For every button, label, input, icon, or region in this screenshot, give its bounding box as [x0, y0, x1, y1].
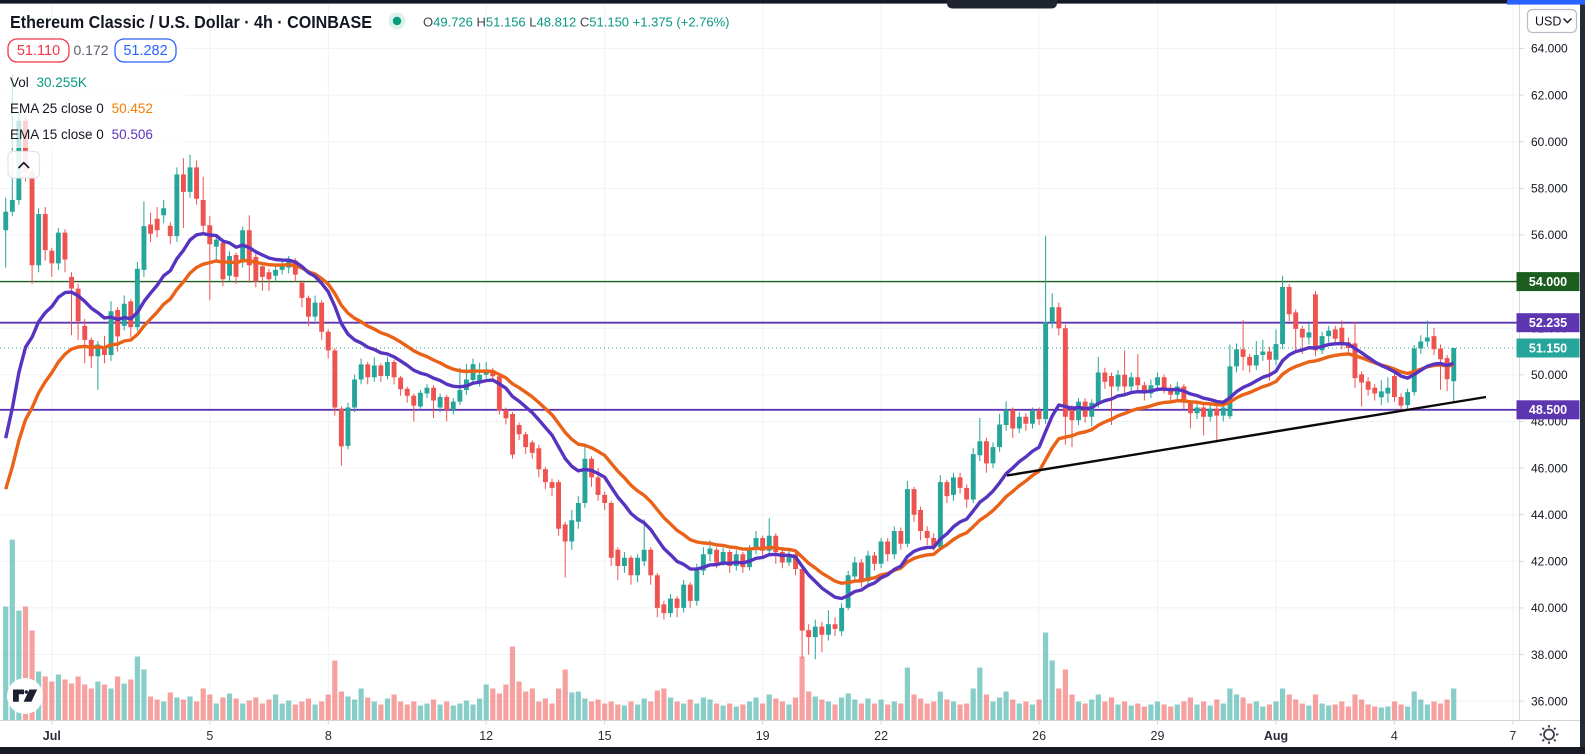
svg-text:USD: USD [1535, 15, 1561, 29]
svg-text:7: 7 [1509, 729, 1516, 743]
svg-text:50.000: 50.000 [1531, 368, 1568, 382]
svg-text:EMA 25 close 0 50.452: EMA 25 close 0 50.452 [10, 101, 153, 116]
svg-text:46.000: 46.000 [1531, 461, 1568, 475]
svg-text:51.150: 51.150 [1529, 341, 1567, 355]
svg-text:48.500: 48.500 [1529, 403, 1567, 417]
svg-text:0.172: 0.172 [73, 42, 108, 58]
svg-text:5: 5 [206, 729, 213, 743]
svg-text:60.000: 60.000 [1531, 135, 1568, 149]
svg-text:51.110: 51.110 [17, 43, 60, 59]
svg-text:36.000: 36.000 [1531, 694, 1568, 708]
svg-text:12: 12 [479, 729, 493, 743]
svg-text:Ethereum Classic / U.S. Dollar: Ethereum Classic / U.S. Dollar · 4h · CO… [10, 12, 372, 32]
svg-text:Vol 30.255K: Vol 30.255K [10, 75, 87, 90]
svg-text:Jul: Jul [43, 729, 61, 743]
svg-text:22: 22 [874, 729, 888, 743]
svg-text:EMA 15 close 0 50.506: EMA 15 close 0 50.506 [10, 127, 153, 142]
svg-text:26: 26 [1032, 729, 1046, 743]
svg-text:51.282: 51.282 [123, 43, 167, 59]
svg-text:O49.726 H51.156 L48.812 C51.15: O49.726 H51.156 L48.812 C51.150 +1.375 (… [423, 15, 730, 30]
svg-text:29: 29 [1151, 729, 1165, 743]
svg-text:52.235: 52.235 [1529, 316, 1567, 330]
svg-text:19: 19 [756, 729, 770, 743]
svg-text:64.000: 64.000 [1531, 42, 1568, 56]
svg-text:62.000: 62.000 [1531, 88, 1568, 102]
svg-text:42.000: 42.000 [1531, 555, 1568, 569]
svg-text:54.000: 54.000 [1529, 275, 1567, 289]
svg-text:15: 15 [598, 729, 612, 743]
svg-text:44.000: 44.000 [1531, 508, 1568, 522]
svg-text:38.000: 38.000 [1531, 648, 1568, 662]
svg-text:8: 8 [325, 729, 332, 743]
svg-text:58.000: 58.000 [1531, 182, 1568, 196]
svg-text:56.000: 56.000 [1531, 228, 1568, 242]
svg-text:40.000: 40.000 [1531, 601, 1568, 615]
svg-text:Aug: Aug [1264, 729, 1288, 743]
svg-text:4: 4 [1391, 729, 1398, 743]
